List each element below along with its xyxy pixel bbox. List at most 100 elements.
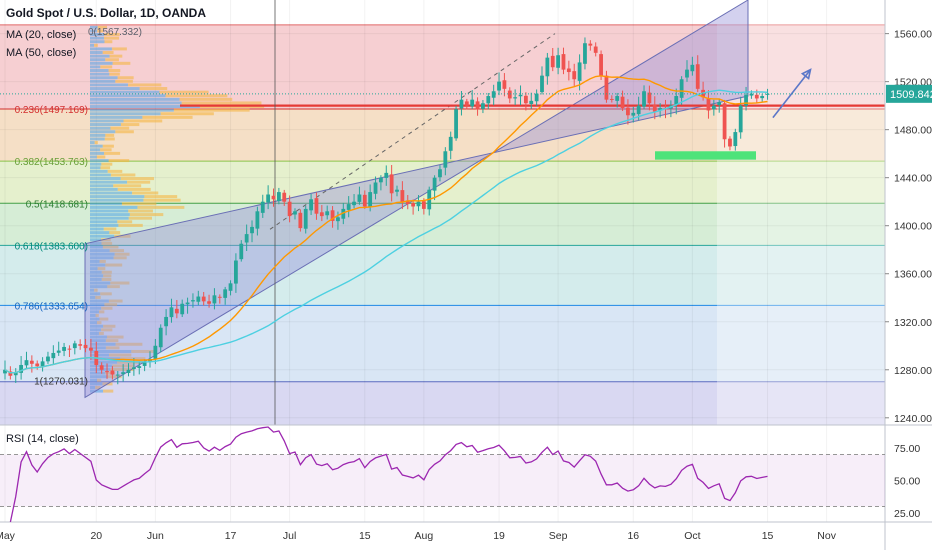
- chart-title: Gold Spot / U.S. Dollar, 1D, OANDA: [6, 6, 206, 20]
- price-tick-label: 1320.000: [894, 317, 932, 329]
- candle-body: [239, 243, 244, 260]
- profile-bar: [107, 285, 120, 289]
- candle-body: [416, 201, 421, 207]
- profile-bar: [90, 249, 110, 253]
- profile-bar: [94, 288, 98, 292]
- profile-bar: [117, 220, 133, 224]
- profile-bar: [90, 40, 105, 44]
- ma50-legend[interactable]: MA (50, close): [6, 47, 76, 59]
- profile-bar: [90, 385, 96, 389]
- profile-bar: [90, 252, 115, 256]
- profile-bar: [90, 288, 95, 292]
- profile-bar: [99, 317, 109, 321]
- candle-body: [228, 283, 233, 291]
- profile-bar: [120, 357, 146, 361]
- candle-body: [545, 57, 550, 77]
- time-tick-label: Sep: [549, 530, 568, 542]
- profile-bar: [90, 69, 109, 73]
- time-tick-label: Nov: [817, 530, 836, 542]
- candle-body: [99, 365, 104, 370]
- profile-bar: [114, 252, 130, 256]
- profile-bar: [90, 292, 101, 296]
- profile-bar: [139, 87, 168, 91]
- candle-body: [121, 372, 126, 375]
- profile-bar: [90, 101, 182, 105]
- profile-bar: [179, 97, 233, 101]
- candle-body: [196, 296, 201, 302]
- candle-body: [217, 296, 222, 298]
- candle-body: [497, 81, 501, 91]
- candle-body: [486, 96, 491, 104]
- profile-bar: [112, 61, 131, 65]
- candle-body: [207, 301, 211, 304]
- profile-bar: [90, 166, 101, 170]
- profile-bar: [90, 123, 121, 127]
- profile-bar: [90, 267, 98, 271]
- candle-body: [142, 362, 147, 366]
- candle-body: [722, 103, 727, 140]
- profile-bar: [90, 382, 103, 386]
- rsi-axis: 75.00 50.00 25.00: [894, 443, 920, 520]
- profile-bar: [101, 162, 113, 166]
- candle-body: [126, 369, 131, 373]
- profile-bar: [90, 119, 124, 123]
- candle-body: [13, 372, 18, 376]
- projection-arrow-head: [800, 68, 812, 80]
- candle-body: [432, 177, 437, 191]
- candle-body: [658, 108, 663, 111]
- profile-bar: [111, 47, 127, 51]
- profile-bar: [100, 238, 111, 242]
- candle-body: [341, 208, 346, 219]
- profile-bar: [90, 180, 128, 184]
- time-tick-label: Jul: [283, 530, 296, 542]
- candle-body: [368, 192, 373, 207]
- candle-body: [282, 192, 287, 202]
- candle-body: [303, 208, 308, 229]
- candle-body: [464, 101, 469, 106]
- candle-body: [24, 360, 29, 366]
- profile-bar: [90, 342, 116, 346]
- profile-bar: [123, 119, 163, 123]
- profile-bar: [98, 310, 105, 314]
- profile-bar: [120, 177, 154, 181]
- price-axis[interactable]: 1560.0001520.0001480.0001440.0001400.000…: [885, 29, 932, 425]
- profile-bar: [90, 112, 161, 116]
- time-axis[interactable]: May 20 Jun 17 Jul 15 Aug 19 Sep 16 Oct 15 Nov: [0, 530, 837, 542]
- profile-bar: [90, 389, 104, 393]
- candle-body: [556, 55, 561, 68]
- profile-bar: [173, 108, 250, 112]
- profile-bar: [90, 54, 110, 58]
- candle-body: [566, 68, 571, 73]
- profile-bar: [90, 133, 106, 137]
- candle-body: [115, 374, 120, 376]
- profile-bar: [90, 94, 166, 98]
- fibonacci-bands: [0, 24, 885, 425]
- price-tick-label: 1280.000: [894, 365, 932, 377]
- candle-body: [443, 151, 448, 168]
- profile-bar: [95, 313, 99, 317]
- profile-bar: [104, 40, 113, 44]
- candle-body: [631, 112, 636, 116]
- candle-body: [223, 289, 228, 298]
- fibonacci-labels: 0.236(1497.169) 0.382(1453.763) 0.5(1418.6…: [15, 105, 88, 388]
- profile-bar: [90, 184, 114, 188]
- ma20-legend[interactable]: MA (20, close): [6, 29, 76, 41]
- profile-bar: [144, 195, 178, 199]
- candle-body: [588, 43, 593, 46]
- candle-body: [400, 190, 405, 202]
- profile-bar: [90, 169, 108, 173]
- profile-bar: [90, 25, 98, 29]
- profile-bar: [90, 360, 118, 364]
- current-price-value: 1509.842: [890, 89, 932, 101]
- candle-body: [3, 369, 7, 374]
- time-tick-label: 17: [225, 530, 237, 542]
- candle-body: [760, 96, 765, 99]
- rsi-legend[interactable]: RSI (14, close): [6, 433, 79, 445]
- profile-bar: [90, 191, 133, 195]
- time-tick-label: Jun: [147, 530, 164, 542]
- profile-bar: [181, 101, 262, 105]
- candle-body: [513, 97, 518, 99]
- profile-bar: [107, 169, 123, 173]
- profile-bar: [110, 281, 130, 285]
